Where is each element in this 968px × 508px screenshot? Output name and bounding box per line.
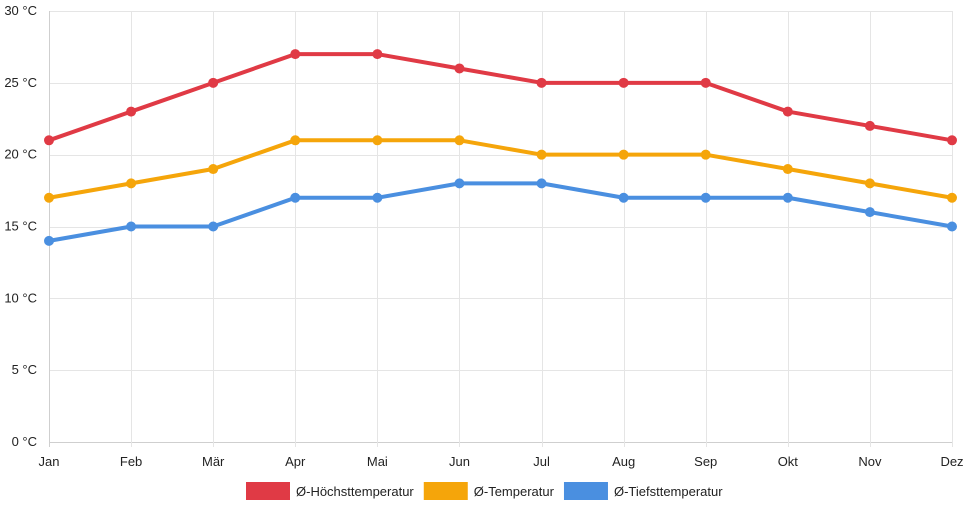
- data-point-avg[interactable]: [864, 178, 875, 189]
- x-tick-label: Okt: [778, 454, 799, 469]
- y-tick-label: 15 °C: [4, 219, 37, 234]
- data-point-avg[interactable]: [536, 149, 547, 160]
- series-line-high: [47, 52, 954, 143]
- data-point-high[interactable]: [782, 106, 793, 117]
- data-point-avg[interactable]: [782, 164, 793, 175]
- data-point-high[interactable]: [618, 77, 629, 88]
- legend: Ø-Höchsttemperatur Ø-Temperatur Ø-Tiefstte…: [246, 482, 723, 500]
- data-point-high[interactable]: [454, 63, 465, 74]
- x-tick-label: Feb: [120, 454, 142, 469]
- y-tick-label: 0 °C: [12, 434, 37, 449]
- series-low: [44, 178, 957, 246]
- x-tick-label: Sep: [694, 454, 717, 469]
- data-point-high[interactable]: [208, 77, 219, 88]
- x-tick-label: Jul: [533, 454, 550, 469]
- series-high: [44, 49, 957, 146]
- data-point-avg[interactable]: [290, 135, 301, 146]
- data-point-high[interactable]: [864, 120, 875, 131]
- series-line-low: [47, 181, 954, 243]
- series-line-avg: [47, 138, 954, 200]
- data-point-low[interactable]: [618, 192, 629, 203]
- x-tick-label: Mär: [202, 454, 225, 469]
- series-lines: [44, 49, 957, 246]
- data-point-high[interactable]: [126, 106, 137, 117]
- data-point-low[interactable]: [454, 178, 465, 189]
- series-avg: [44, 135, 957, 203]
- x-tick-label: Apr: [285, 454, 306, 469]
- legend-item-avg[interactable]: Ø-Temperatur: [423, 482, 555, 500]
- data-point-low[interactable]: [947, 221, 957, 232]
- data-point-low[interactable]: [290, 192, 301, 203]
- data-point-low[interactable]: [372, 192, 383, 203]
- legend-swatch: [423, 482, 468, 500]
- data-point-low[interactable]: [44, 235, 54, 246]
- data-point-high[interactable]: [947, 135, 957, 146]
- data-point-high[interactable]: [700, 77, 711, 88]
- data-point-avg[interactable]: [126, 178, 137, 189]
- data-point-avg[interactable]: [700, 149, 711, 160]
- data-point-low[interactable]: [126, 221, 137, 232]
- data-point-high[interactable]: [290, 49, 301, 60]
- legend-label: Ø-Höchsttemperatur: [296, 484, 414, 499]
- y-tick-label: 5 °C: [12, 362, 37, 377]
- legend-label: Ø-Tiefsttemperatur: [614, 484, 723, 499]
- x-tick-label: Jan: [39, 454, 60, 469]
- data-point-avg[interactable]: [947, 192, 957, 203]
- data-point-low[interactable]: [782, 192, 793, 203]
- x-tick-label: Mai: [367, 454, 388, 469]
- data-point-low[interactable]: [864, 207, 875, 218]
- y-tick-label: 10 °C: [4, 290, 37, 305]
- legend-item-low[interactable]: Ø-Tiefsttemperatur: [563, 482, 723, 500]
- data-point-low[interactable]: [536, 178, 547, 189]
- data-point-low[interactable]: [700, 192, 711, 203]
- y-tick-label: 20 °C: [4, 147, 37, 162]
- data-point-avg[interactable]: [44, 192, 54, 203]
- x-tick-label: Nov: [858, 454, 882, 469]
- x-tick-label: Aug: [612, 454, 635, 469]
- y-tick-label: 30 °C: [4, 3, 37, 18]
- grid: [49, 11, 953, 447]
- y-tick-label: 25 °C: [4, 75, 37, 90]
- data-point-low[interactable]: [208, 221, 219, 232]
- x-tick-label: Dez: [940, 454, 963, 469]
- data-point-high[interactable]: [372, 49, 383, 60]
- data-point-avg[interactable]: [454, 135, 465, 146]
- data-point-high[interactable]: [536, 77, 547, 88]
- legend-item-high[interactable]: Ø-Höchsttemperatur: [246, 482, 414, 500]
- data-point-avg[interactable]: [372, 135, 383, 146]
- data-point-high[interactable]: [44, 135, 54, 146]
- legend-swatch: [246, 482, 290, 500]
- data-point-avg[interactable]: [618, 149, 629, 160]
- data-point-avg[interactable]: [208, 164, 219, 175]
- x-tick-label: Jun: [449, 454, 470, 469]
- legend-label: Ø-Temperatur: [474, 484, 555, 499]
- legend-swatch: [563, 482, 608, 500]
- axes: 0 °C 5 °C 10 °C 15 °C 20 °C 25 °C 30 °C Jan Feb M…: [4, 3, 963, 469]
